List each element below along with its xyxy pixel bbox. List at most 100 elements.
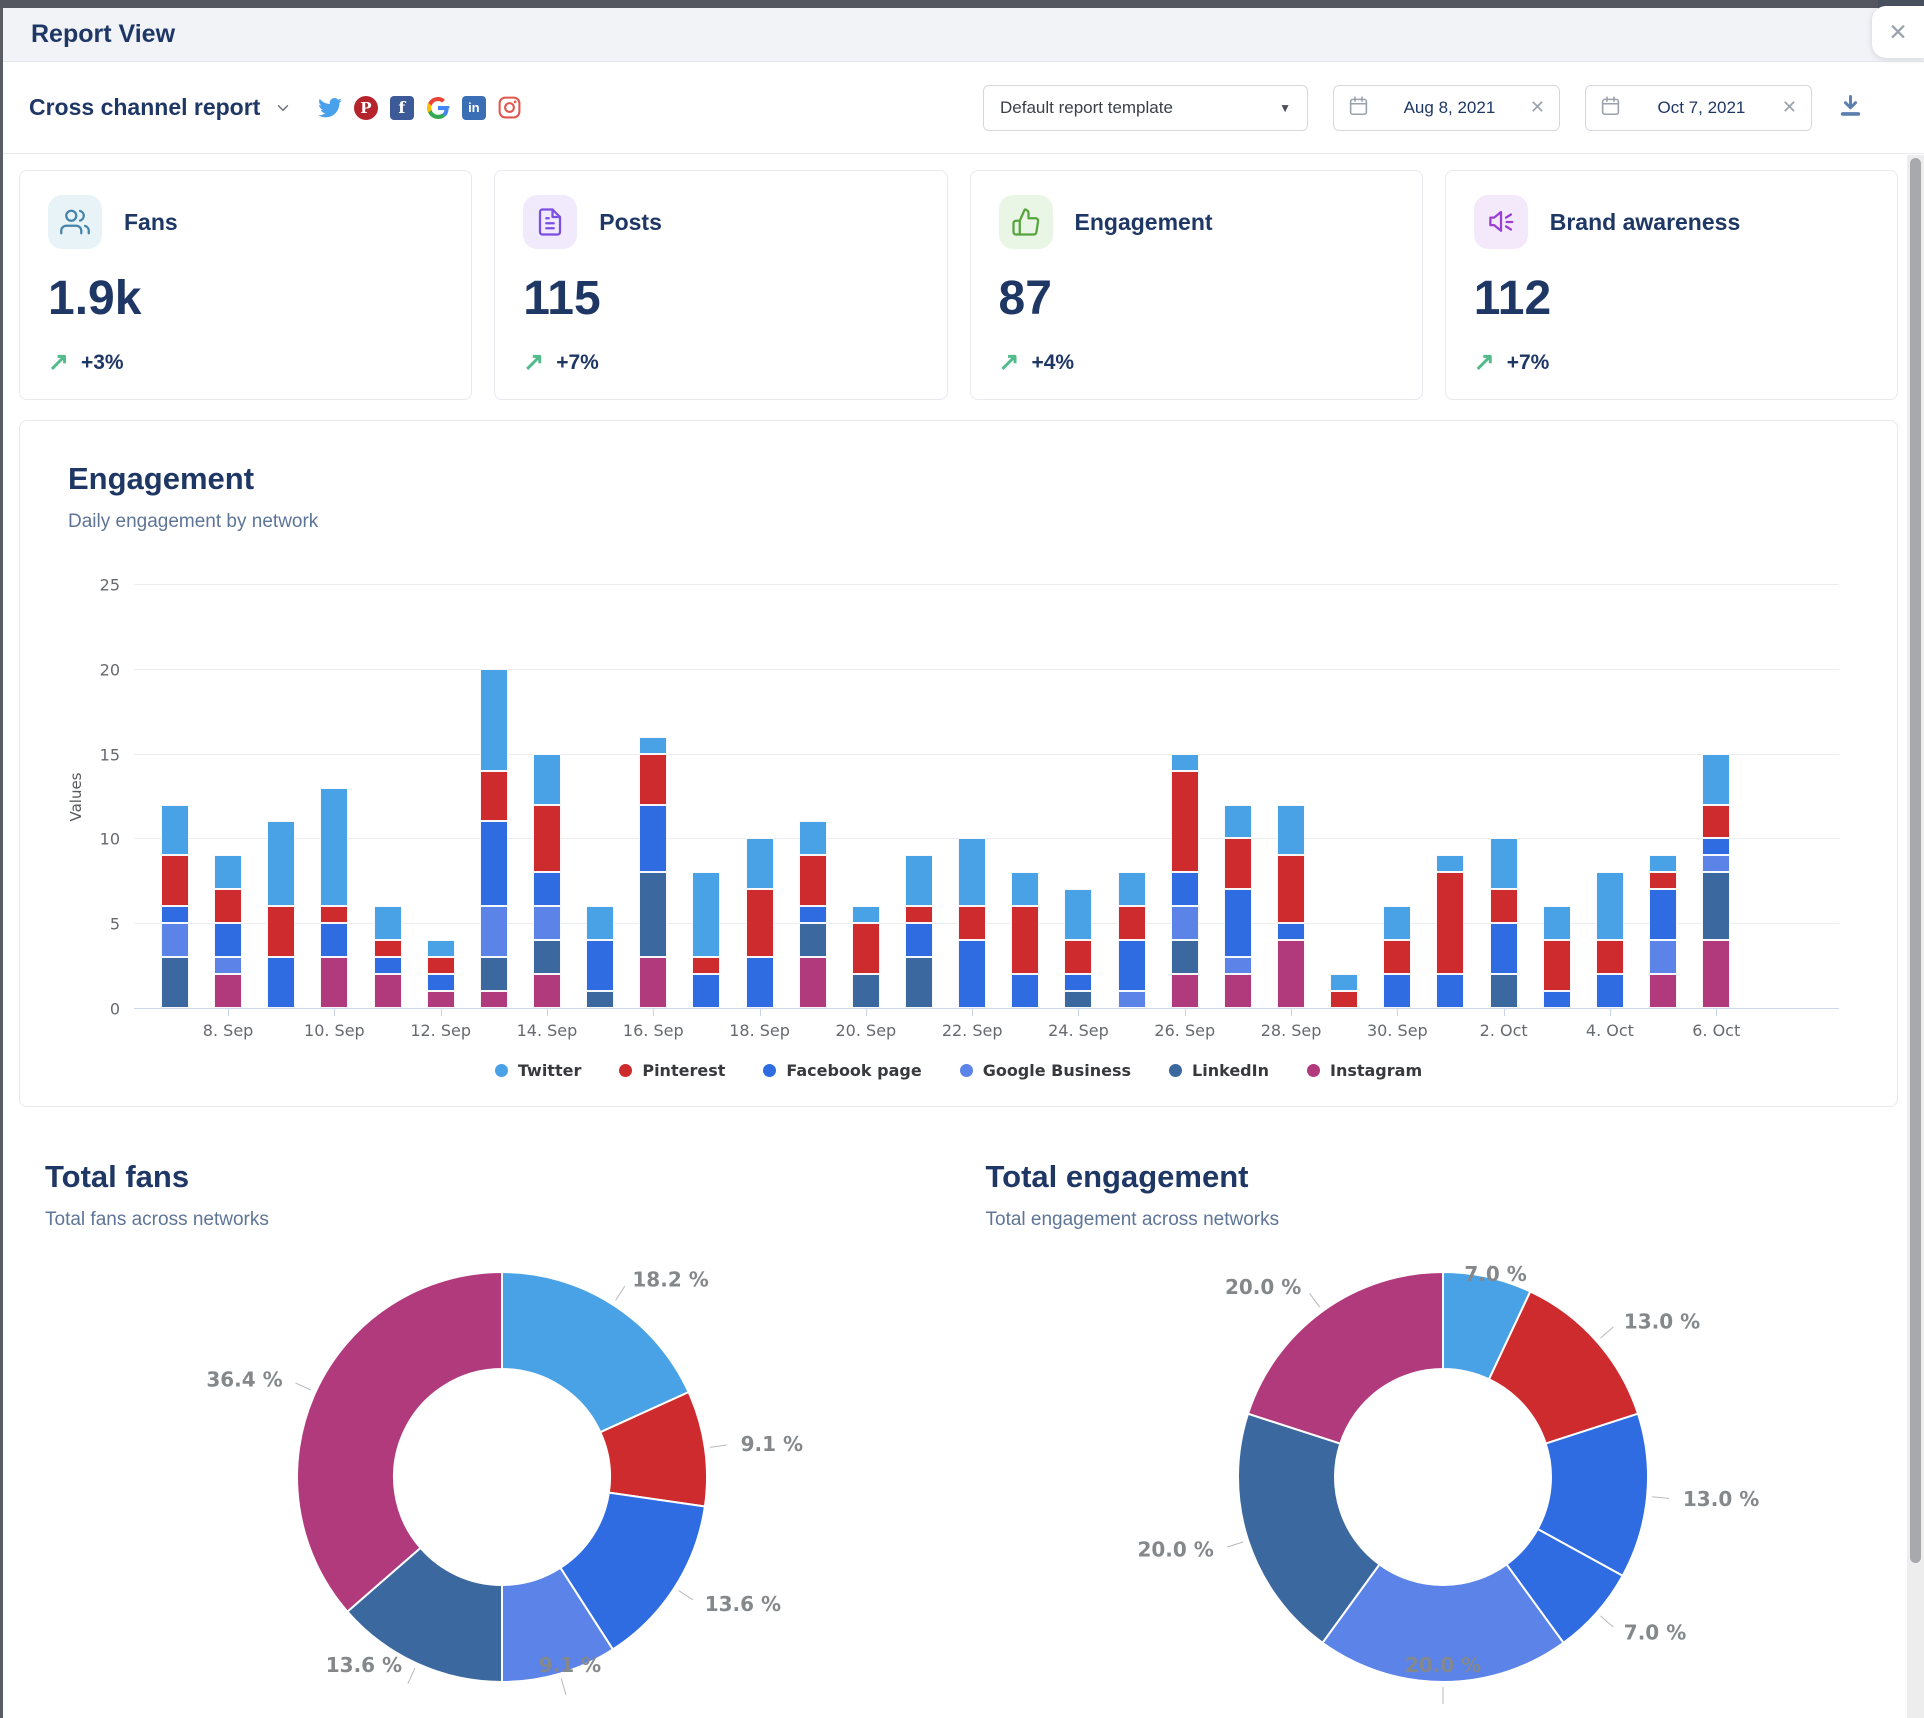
bar-segment-pinterest[interactable] bbox=[798, 855, 827, 907]
bar-segment-twitter[interactable] bbox=[1542, 906, 1571, 941]
bar-segment-twitter[interactable] bbox=[904, 855, 933, 907]
bar-22. Sep[interactable] bbox=[958, 838, 987, 1008]
bar-segment-instagram[interactable] bbox=[1702, 940, 1731, 1008]
bar-segment-facebook-page[interactable] bbox=[1011, 974, 1040, 1008]
bar-segment-facebook-page[interactable] bbox=[160, 906, 189, 924]
bar-segment-facebook-page[interactable] bbox=[1595, 974, 1624, 1008]
bar-8. Sep[interactable] bbox=[214, 855, 243, 1008]
bar-13. Sep[interactable] bbox=[479, 668, 508, 1008]
scrollbar[interactable] bbox=[1907, 155, 1924, 1718]
bar-26. Sep[interactable] bbox=[1170, 753, 1199, 1008]
bar-segment-facebook-page[interactable] bbox=[1277, 923, 1306, 941]
bar-segment-instagram[interactable] bbox=[1277, 940, 1306, 1008]
bar-segment-twitter[interactable] bbox=[479, 668, 508, 771]
legend-item-twitter[interactable]: Twitter bbox=[494, 1061, 581, 1080]
bar-segment-twitter[interactable] bbox=[1064, 889, 1093, 941]
bar-23. Sep[interactable] bbox=[1011, 872, 1040, 1008]
bar-segment-twitter[interactable] bbox=[851, 906, 880, 924]
bar-segment-twitter[interactable] bbox=[639, 736, 668, 754]
bar-segment-twitter[interactable] bbox=[1489, 838, 1518, 890]
bar-segment-pinterest[interactable] bbox=[214, 889, 243, 924]
bar-segment-facebook-page[interactable] bbox=[320, 923, 349, 958]
bar-segment-instagram[interactable] bbox=[1223, 974, 1252, 1008]
bar-segment-twitter[interactable] bbox=[1595, 872, 1624, 941]
bar-segment-linkedin[interactable] bbox=[160, 957, 189, 1008]
bar-segment-google-business[interactable] bbox=[1702, 855, 1731, 873]
bar-segment-pinterest[interactable] bbox=[851, 923, 880, 975]
bar-segment-facebook-page[interactable] bbox=[904, 923, 933, 958]
report-template-select[interactable]: Default report template ▼ bbox=[983, 84, 1308, 131]
legend-item-instagram[interactable]: Instagram bbox=[1306, 1061, 1422, 1080]
bar-segment-twitter[interactable] bbox=[532, 753, 561, 805]
bar-segment-instagram[interactable] bbox=[479, 991, 508, 1008]
bar-segment-pinterest[interactable] bbox=[160, 855, 189, 907]
bar-segment-pinterest[interactable] bbox=[1170, 770, 1199, 873]
bar-segment-twitter[interactable] bbox=[586, 906, 615, 941]
bar-19. Sep[interactable] bbox=[798, 821, 827, 1008]
bar-4. Oct[interactable] bbox=[1595, 872, 1624, 1008]
bar-1. Oct[interactable] bbox=[1436, 855, 1465, 1008]
legend-item-facebook-page[interactable]: Facebook page bbox=[763, 1061, 922, 1080]
bar-segment-linkedin[interactable] bbox=[639, 872, 668, 958]
bar-segment-pinterest[interactable] bbox=[958, 906, 987, 941]
bar-segment-twitter[interactable] bbox=[1702, 753, 1731, 805]
bar-segment-facebook-page[interactable] bbox=[745, 957, 774, 1008]
legend-item-google-business[interactable]: Google Business bbox=[959, 1061, 1131, 1080]
chevron-down-icon[interactable] bbox=[274, 99, 292, 117]
bar-segment-instagram[interactable] bbox=[532, 974, 561, 1008]
bar-18. Sep[interactable] bbox=[745, 838, 774, 1008]
bar-segment-google-business[interactable] bbox=[1223, 957, 1252, 975]
bar-29. Sep[interactable] bbox=[1330, 974, 1359, 1008]
bar-segment-twitter[interactable] bbox=[1649, 855, 1678, 873]
bar-27. Sep[interactable] bbox=[1223, 804, 1252, 1008]
bar-segment-twitter[interactable] bbox=[214, 855, 243, 890]
bar-segment-facebook-page[interactable] bbox=[1064, 974, 1093, 992]
bar-segment-facebook-page[interactable] bbox=[532, 872, 561, 907]
date-from-picker[interactable]: Aug 8, 2021 ✕ bbox=[1333, 84, 1560, 131]
bar-segment-facebook-page[interactable] bbox=[1170, 872, 1199, 907]
clear-date-from-icon[interactable]: ✕ bbox=[1529, 97, 1545, 117]
bar-segment-facebook-page[interactable] bbox=[267, 957, 296, 1008]
bar-segment-instagram[interactable] bbox=[639, 957, 668, 1008]
bar-3. Oct[interactable] bbox=[1542, 906, 1571, 1008]
bar-11. Sep[interactable] bbox=[373, 906, 402, 1008]
bar-25. Sep[interactable] bbox=[1117, 872, 1146, 1008]
bar-30. Sep[interactable] bbox=[1383, 906, 1412, 1008]
bar-17. Sep[interactable] bbox=[692, 872, 721, 1008]
clear-date-to-icon[interactable]: ✕ bbox=[1781, 97, 1797, 117]
bar-segment-facebook-page[interactable] bbox=[373, 957, 402, 975]
bar-segment-facebook-page[interactable] bbox=[692, 974, 721, 1008]
bar-5. Oct[interactable] bbox=[1649, 855, 1678, 1008]
bar-segment-facebook-page[interactable] bbox=[1383, 974, 1412, 1008]
bar-segment-google-business[interactable] bbox=[1170, 906, 1199, 941]
legend-item-linkedin[interactable]: LinkedIn bbox=[1169, 1061, 1269, 1080]
bar-segment-facebook-page[interactable] bbox=[1223, 889, 1252, 958]
bar-segment-twitter[interactable] bbox=[1223, 804, 1252, 839]
bar-segment-google-business[interactable] bbox=[1117, 991, 1146, 1008]
bar-segment-twitter[interactable] bbox=[692, 872, 721, 958]
scrollbar-thumb[interactable] bbox=[1910, 158, 1921, 1563]
bar-6. Oct[interactable] bbox=[1702, 753, 1731, 1008]
bar-segment-google-business[interactable] bbox=[214, 957, 243, 975]
bar-12. Sep[interactable] bbox=[426, 940, 455, 1008]
bar-segment-facebook-page[interactable] bbox=[1702, 838, 1731, 856]
bar-segment-facebook-page[interactable] bbox=[798, 906, 827, 924]
bar-9. Sep[interactable] bbox=[267, 821, 296, 1008]
close-button[interactable]: ✕ bbox=[1872, 6, 1924, 58]
bar-segment-google-business[interactable] bbox=[479, 906, 508, 958]
bar-segment-facebook-page[interactable] bbox=[426, 974, 455, 992]
bar-segment-twitter[interactable] bbox=[1011, 872, 1040, 907]
bar-segment-linkedin[interactable] bbox=[586, 991, 615, 1008]
donut-slice-instagram[interactable] bbox=[296, 1270, 504, 1614]
bar-segment-pinterest[interactable] bbox=[1595, 940, 1624, 975]
bar-segment-linkedin[interactable] bbox=[851, 974, 880, 1008]
bar-segment-instagram[interactable] bbox=[426, 991, 455, 1008]
bar-segment-instagram[interactable] bbox=[373, 974, 402, 1008]
bar-segment-google-business[interactable] bbox=[160, 923, 189, 958]
bar-segment-facebook-page[interactable] bbox=[1489, 923, 1518, 975]
bar-segment-pinterest[interactable] bbox=[904, 906, 933, 924]
bar-segment-twitter[interactable] bbox=[745, 838, 774, 890]
bar-segment-linkedin[interactable] bbox=[479, 957, 508, 992]
bar-segment-linkedin[interactable] bbox=[904, 957, 933, 1008]
bar-segment-instagram[interactable] bbox=[1649, 974, 1678, 1008]
